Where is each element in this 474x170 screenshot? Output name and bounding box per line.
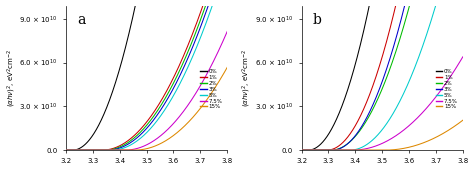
Legend: 0%, 1%, 2%, 3%, 5%, 7.5%, 15%: 0%, 1%, 2%, 3%, 5%, 7.5%, 15%: [433, 67, 460, 112]
Y-axis label: $(\alpha h\nu)^2$, eV$^2$cm$^{-2}$: $(\alpha h\nu)^2$, eV$^2$cm$^{-2}$: [241, 49, 254, 107]
Text: b: b: [313, 13, 322, 27]
Text: a: a: [77, 13, 86, 27]
Legend: 0%, 1%, 2%, 3%, 5%, 7.5%, 15%: 0%, 1%, 2%, 3%, 5%, 7.5%, 15%: [198, 67, 224, 112]
Y-axis label: $(\alpha h\nu)^2$, eV$^2$cm$^{-2}$: $(\alpha h\nu)^2$, eV$^2$cm$^{-2}$: [6, 49, 18, 107]
